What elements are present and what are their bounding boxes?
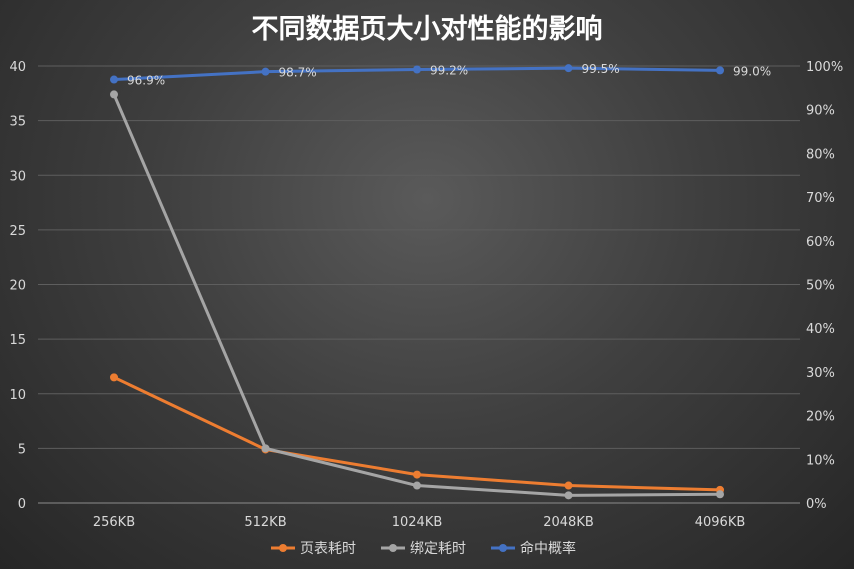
y-tick-label: 10 xyxy=(9,388,26,403)
data-point xyxy=(261,444,270,453)
y-tick-label: 20 xyxy=(9,279,26,294)
chart-title: 不同数据页大小对性能的影响 xyxy=(252,13,603,45)
data-label: 99.2% xyxy=(430,63,468,77)
legend: 页表耗时 绑定耗时 命中概率 xyxy=(271,540,576,557)
y-tick-label: 30 xyxy=(9,169,26,184)
data-point xyxy=(564,481,573,490)
data-point xyxy=(716,490,724,499)
y2-tick-label: 50% xyxy=(806,279,835,294)
x-axis: 256KB 512KB 1024KB 2048KB 4096KB xyxy=(93,515,745,530)
y-tick-label: 35 xyxy=(9,115,26,130)
legend-marker xyxy=(389,544,397,552)
x-tick-label: 1024KB xyxy=(392,515,443,530)
data-point xyxy=(261,67,270,76)
data-point xyxy=(110,373,118,382)
data-point xyxy=(413,470,421,479)
data-point xyxy=(110,90,118,99)
y-axis-left: 0 5 10 15 20 25 30 35 40 xyxy=(9,60,26,512)
y2-tick-label: 10% xyxy=(806,453,835,468)
y-tick-label: 25 xyxy=(9,224,26,239)
data-point xyxy=(564,491,573,500)
data-label: 96.9% xyxy=(127,74,165,88)
x-tick-label: 2048KB xyxy=(543,515,594,530)
data-labels: 96.9% 98.7% 99.2% 99.5% 99.0% xyxy=(127,62,771,87)
y-tick-label: 0 xyxy=(18,497,26,512)
y2-tick-label: 0% xyxy=(806,497,827,512)
y-tick-label: 5 xyxy=(18,442,26,457)
series-line xyxy=(112,92,722,497)
data-label: 98.7% xyxy=(279,66,317,80)
y2-tick-label: 40% xyxy=(806,322,835,337)
legend-label: 页表耗时 xyxy=(300,541,356,557)
legend-marker xyxy=(279,544,287,552)
data-point xyxy=(413,65,421,74)
legend-label: 绑定耗时 xyxy=(410,541,466,557)
y2-tick-label: 80% xyxy=(806,147,835,162)
y2-tick-label: 20% xyxy=(806,410,835,425)
y-tick-label: 40 xyxy=(9,60,26,75)
x-tick-label: 256KB xyxy=(93,515,135,530)
data-label: 99.5% xyxy=(582,62,620,76)
data-point xyxy=(413,481,421,490)
y-axis-right: 0% 10% 20% 30% 40% 50% 60% 70% 80% 90% 100% xyxy=(806,60,843,512)
x-tick-label: 4096KB xyxy=(695,515,746,530)
y2-tick-label: 100% xyxy=(806,60,843,75)
legend-marker xyxy=(499,544,507,552)
y-tick-label: 15 xyxy=(9,333,26,348)
y2-tick-label: 60% xyxy=(806,235,835,250)
data-label: 99.0% xyxy=(733,64,771,78)
y2-tick-label: 30% xyxy=(806,366,835,381)
y2-tick-label: 90% xyxy=(806,104,835,119)
legend-label: 命中概率 xyxy=(520,540,576,557)
gridlines xyxy=(38,65,800,504)
data-point xyxy=(564,64,573,73)
series-group xyxy=(110,64,724,500)
x-tick-label: 512KB xyxy=(244,515,286,530)
data-point xyxy=(110,75,118,84)
y2-tick-label: 70% xyxy=(806,191,835,206)
data-point xyxy=(716,66,724,75)
